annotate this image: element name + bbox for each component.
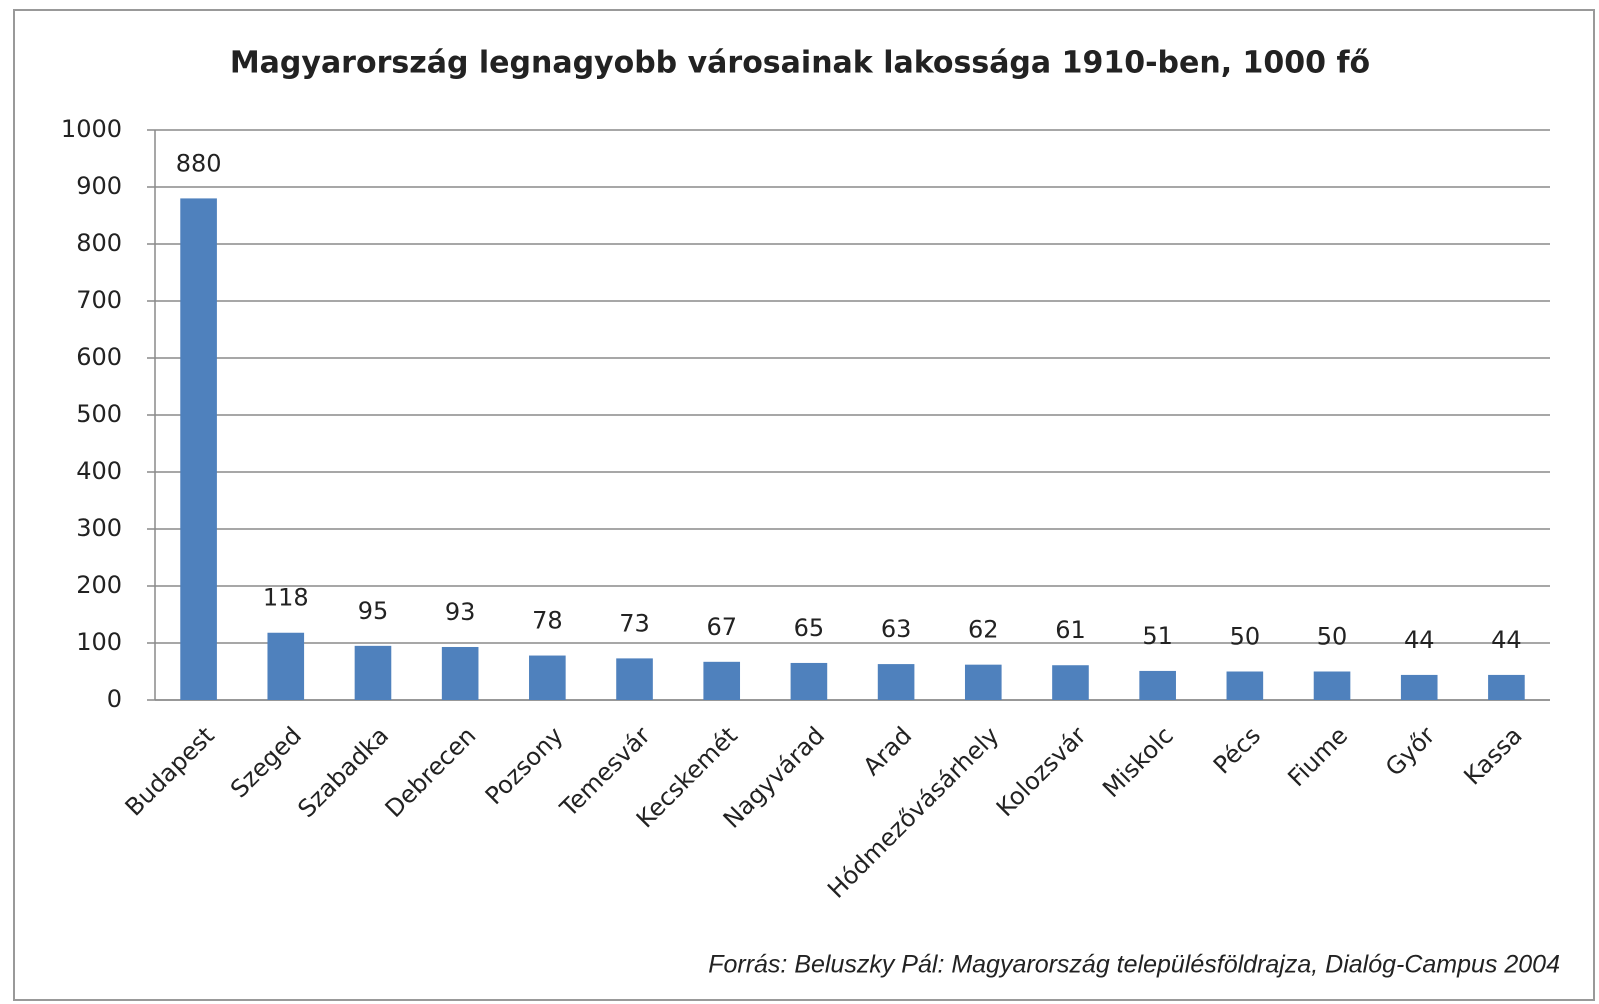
y-tick-label: 500 [76,400,122,428]
y-tick-label: 700 [76,286,122,314]
data-label: 65 [794,614,825,642]
y-tick-label: 800 [76,229,122,257]
data-label: 50 [1317,623,1348,651]
bar [1139,670,1176,700]
y-tick-label: 600 [76,343,122,371]
bar [1313,671,1351,700]
bar [441,646,479,700]
bar [180,198,217,700]
bar [703,661,741,700]
bar [1226,671,1264,700]
bar [1488,674,1525,700]
data-label: 44 [1404,626,1435,654]
data-label: 95 [358,597,389,625]
y-tick-label: 300 [76,514,122,542]
bar [964,664,1002,700]
data-label: 880 [176,149,222,177]
data-label: 50 [1230,623,1261,651]
data-label: 44 [1491,626,1522,654]
data-label: 51 [1142,622,1173,650]
source-note: Forrás: Beluszky Pál: Magyarország telep… [708,951,1560,979]
bar [1400,674,1438,700]
y-tick-label: 200 [76,571,122,599]
bar [267,632,305,700]
bar [529,655,566,700]
bar [616,658,653,700]
y-tick-label: 400 [76,457,122,485]
data-label: 73 [619,609,650,637]
data-label: 78 [532,607,563,635]
y-tick-label: 900 [76,172,122,200]
bar [790,662,828,700]
data-label: 63 [881,615,912,643]
chart-frame [13,9,1595,1001]
data-label: 61 [1055,616,1086,644]
data-label: 62 [968,616,999,644]
y-tick-label: 100 [76,628,122,656]
data-label: 67 [706,613,737,641]
bar [1052,665,1089,700]
y-tick-label: 0 [107,685,122,713]
bar [354,645,392,700]
bar [877,664,915,700]
data-label: 118 [263,584,309,612]
chart-title: Magyarország legnagyobb városainak lakos… [230,46,1370,81]
y-tick-label: 1000 [61,115,122,143]
data-label: 93 [445,598,476,626]
